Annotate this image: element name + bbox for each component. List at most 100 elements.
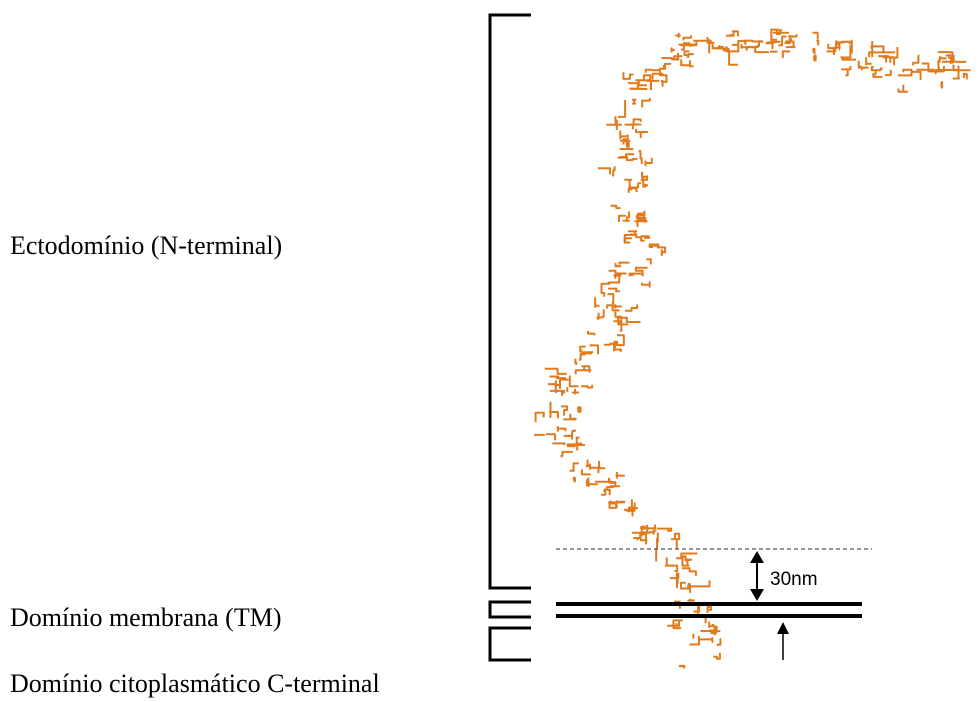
protein-segment <box>589 344 599 355</box>
protein-segment <box>667 620 681 627</box>
protein-segment <box>641 281 651 288</box>
protein-segment <box>870 65 883 72</box>
protein-segment <box>673 52 683 61</box>
protein-segment <box>952 65 961 80</box>
protein-segment <box>569 462 580 472</box>
protein-segment <box>644 68 653 73</box>
protein-segment <box>608 502 618 509</box>
protein-structure <box>534 28 971 669</box>
protein-segment <box>671 532 681 541</box>
protein-segment <box>534 411 545 423</box>
protein-segment <box>706 606 712 613</box>
protein-segment <box>628 81 640 85</box>
protein-segment <box>627 230 638 236</box>
protein-segment <box>826 46 841 53</box>
protein-segment <box>600 489 607 496</box>
protein-segment <box>897 84 909 93</box>
protein-segment <box>614 334 625 347</box>
protein-segment <box>617 99 627 118</box>
protein-segment <box>916 68 935 73</box>
protein-segment <box>812 31 819 40</box>
protein-segment <box>550 389 565 396</box>
protein-segment <box>680 59 694 68</box>
protein-segment <box>731 30 739 37</box>
protein-segment <box>732 39 747 52</box>
protein-segment <box>878 55 890 63</box>
protein-segment <box>640 524 657 537</box>
protein-segment <box>898 68 913 77</box>
protein-segment <box>689 638 701 646</box>
protein-segment <box>613 311 623 323</box>
protein-segment <box>672 619 683 630</box>
protein-segment <box>608 269 622 277</box>
protein-segment <box>678 664 686 669</box>
protein-segment <box>697 636 714 643</box>
protein-segment <box>546 433 557 441</box>
protein-segment <box>579 345 586 353</box>
scale-label: 30nm <box>770 569 818 590</box>
protein-segment <box>608 478 617 487</box>
protein-segment <box>641 98 651 108</box>
protein-segment <box>865 56 872 66</box>
protein-segment <box>952 64 971 72</box>
protein-segment <box>635 128 648 139</box>
protein-segment <box>937 51 954 64</box>
cytoplasmic-bracket <box>488 626 531 662</box>
protein-segment <box>911 70 922 80</box>
protein-segment <box>598 461 606 470</box>
double-arrow <box>750 551 764 601</box>
protein-segment <box>649 529 657 535</box>
protein-segment <box>610 204 621 210</box>
protein-segment <box>770 35 777 44</box>
protein-segment <box>620 139 631 142</box>
protein-segment <box>561 405 569 416</box>
protein-segment <box>687 598 695 603</box>
protein-segment <box>611 305 622 312</box>
protein-segment <box>669 572 680 585</box>
protein-segment <box>882 56 896 66</box>
protein-segment <box>556 426 567 433</box>
protein-segment <box>612 166 616 177</box>
protein-segment <box>644 157 653 167</box>
protein-segment <box>548 411 559 419</box>
protein-segment <box>681 555 690 567</box>
protein-segment <box>700 630 718 635</box>
protein-segment <box>624 178 633 191</box>
protein-segment <box>624 140 630 148</box>
protein-segment <box>683 50 690 56</box>
protein-segment <box>781 50 791 59</box>
protein-segment <box>778 35 787 47</box>
protein-segment <box>686 53 694 58</box>
protein-segment <box>630 84 647 90</box>
protein-segment <box>585 459 591 468</box>
protein-segment <box>626 502 636 512</box>
protein-segment <box>622 134 629 145</box>
protein-segment <box>576 444 585 451</box>
protein-segment <box>680 42 691 51</box>
protein-segment <box>711 43 724 50</box>
protein-segment <box>632 537 648 542</box>
protein-segment <box>596 312 604 320</box>
protein-segment <box>563 431 574 440</box>
protein-segment <box>937 60 940 71</box>
protein-segment <box>640 235 651 239</box>
up-arrow <box>777 622 789 660</box>
protein-segment <box>560 450 573 458</box>
protein-segment <box>618 261 630 265</box>
protein-segment <box>578 352 592 361</box>
protein-segment <box>563 413 577 421</box>
protein-segment <box>680 581 691 590</box>
protein-segment <box>615 471 625 479</box>
protein-segment <box>619 130 628 140</box>
protein-segment <box>945 54 955 62</box>
protein-segment <box>603 340 619 346</box>
protein-segment <box>623 234 631 242</box>
tm-bracket <box>488 600 531 619</box>
protein-segment <box>597 167 611 175</box>
protein-segment <box>770 28 780 38</box>
protein-segment <box>635 79 651 87</box>
protein-segment <box>616 317 629 326</box>
protein-segment <box>758 40 764 47</box>
protein-segment <box>713 652 721 660</box>
